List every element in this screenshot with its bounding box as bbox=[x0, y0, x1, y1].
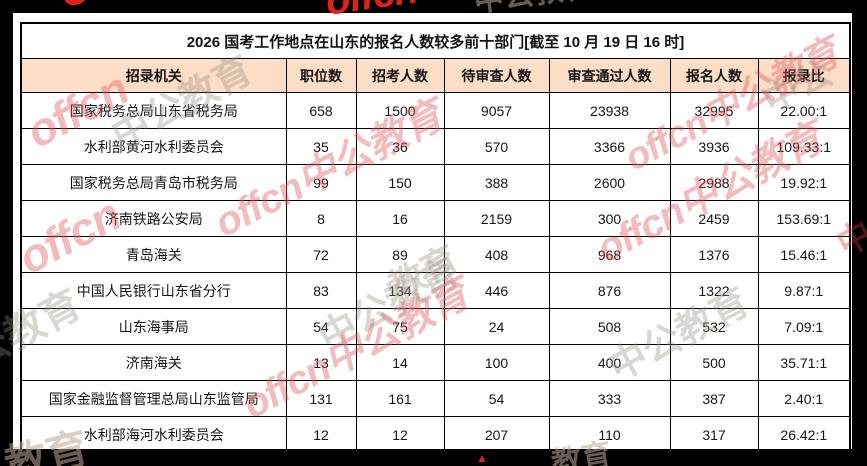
cell-value: 54 bbox=[285, 308, 357, 345]
cell-value: 100 bbox=[443, 344, 550, 381]
cell-value: 333 bbox=[548, 380, 671, 417]
cell-value: 13 bbox=[285, 344, 357, 381]
cell-value: 300 bbox=[548, 200, 671, 237]
cell-org: 中国人民银行山东省分行 bbox=[20, 272, 287, 309]
cell-value: 32995 bbox=[669, 92, 759, 129]
column-header-6: 报录比 bbox=[757, 58, 851, 93]
cell-org: 山东海事局 bbox=[20, 308, 287, 345]
table-row: 济南海关 13 14 100 400 500 35.71:1 bbox=[20, 344, 851, 381]
cell-value: 8 bbox=[285, 200, 357, 237]
cell-value: 9057 bbox=[443, 92, 550, 129]
cell-org: 济南海关 bbox=[20, 344, 287, 381]
cell-value: 12 bbox=[285, 416, 357, 454]
cell-value: 968 bbox=[548, 236, 671, 273]
table-title-row: 2026 国考工作地点在山东的报名人数较多前十部门[截至 10 月 19 日 1… bbox=[20, 22, 851, 59]
cell-value: 876 bbox=[548, 272, 671, 309]
cell-value: 3366 bbox=[548, 128, 671, 165]
cell-org: 水利部黄河水利委员会 bbox=[20, 128, 287, 165]
cell-org: 青岛海关 bbox=[20, 236, 287, 273]
table-row: 国家税务总局青岛市税务局 99 150 388 2600 2988 19.92:1 bbox=[20, 164, 851, 201]
cell-value: 7.09:1 bbox=[757, 308, 851, 345]
cell-value: 400 bbox=[548, 344, 671, 381]
table-row: 国家税务总局山东省税务局 658 1500 9057 23938 32995 22.00:1 bbox=[20, 92, 851, 129]
column-header-1: 职位数 bbox=[285, 58, 357, 93]
cell-value: 83 bbox=[285, 272, 357, 309]
cell-value: 500 bbox=[669, 344, 759, 381]
cell-org: 国家税务总局山东省税务局 bbox=[20, 92, 287, 129]
cell-value: 387 bbox=[669, 380, 759, 417]
table-row: 中国人民银行山东省分行 83 134 446 876 1322 9.87:1 bbox=[20, 272, 851, 309]
cell-value: 23938 bbox=[548, 92, 671, 129]
cell-value: 2600 bbox=[548, 164, 671, 201]
cell-value: 161 bbox=[355, 380, 445, 417]
cell-value: 110 bbox=[548, 416, 671, 454]
cell-value: 35 bbox=[285, 128, 357, 165]
cell-value: 207 bbox=[443, 416, 550, 454]
cell-value: 35.71:1 bbox=[757, 344, 851, 381]
cell-value: 408 bbox=[443, 236, 550, 273]
table-title: 2026 国考工作地点在山东的报名人数较多前十部门[截至 10 月 19 日 1… bbox=[20, 22, 851, 59]
cell-value: 2988 bbox=[669, 164, 759, 201]
table-row: 山东海事局 54 75 24 508 532 7.09:1 bbox=[20, 308, 851, 345]
cell-value: 2459 bbox=[669, 200, 759, 237]
cell-value: 12 bbox=[355, 416, 445, 454]
cell-org: 水利部海河水利委员会 bbox=[20, 416, 287, 454]
cell-value: 19.92:1 bbox=[757, 164, 851, 201]
table-row: 国家金融监督管理总局山东监管局 131 161 54 333 387 2.40:1 bbox=[20, 380, 851, 417]
cell-value: 446 bbox=[443, 272, 550, 309]
table-header-row: 招录机关 职位数 招考人数 待审查人数 审查通过人数 报名人数 报录比 bbox=[20, 58, 851, 93]
cell-value: 134 bbox=[355, 272, 445, 309]
cell-value: 2159 bbox=[443, 200, 550, 237]
cell-value: 26.42:1 bbox=[757, 416, 851, 454]
cell-value: 317 bbox=[669, 416, 759, 454]
column-header-3: 待审查人数 bbox=[443, 58, 550, 93]
cell-org: 济南铁路公安局 bbox=[20, 200, 287, 237]
cell-value: 1322 bbox=[669, 272, 759, 309]
cell-value: 1376 bbox=[669, 236, 759, 273]
table-row: 济南铁路公安局 8 16 2159 300 2459 153.69:1 bbox=[20, 200, 851, 237]
cell-value: 75 bbox=[355, 308, 445, 345]
table-row: 水利部海河水利委员会 12 12 207 110 317 26.42:1 bbox=[20, 416, 851, 454]
cell-value: 36 bbox=[355, 128, 445, 165]
cell-value: 131 bbox=[285, 380, 357, 417]
cell-value: 22.00:1 bbox=[757, 92, 851, 129]
cell-value: 508 bbox=[548, 308, 671, 345]
cell-value: 54 bbox=[443, 380, 550, 417]
cell-value: 24 bbox=[443, 308, 550, 345]
cell-value: 14 bbox=[355, 344, 445, 381]
column-header-4: 审查通过人数 bbox=[548, 58, 671, 93]
table-row: 水利部黄河水利委员会 35 36 570 3366 3936 109.33:1 bbox=[20, 128, 851, 165]
cell-value: 2.40:1 bbox=[757, 380, 851, 417]
cell-value: 532 bbox=[669, 308, 759, 345]
cell-value: 89 bbox=[355, 236, 445, 273]
cell-value: 3936 bbox=[669, 128, 759, 165]
rankings-table: 2026 国考工作地点在山东的报名人数较多前十部门[截至 10 月 19 日 1… bbox=[20, 22, 852, 454]
column-header-0: 招录机关 bbox=[20, 58, 287, 93]
column-header-5: 报名人数 bbox=[669, 58, 759, 93]
cell-value: 388 bbox=[443, 164, 550, 201]
cell-value: 9.87:1 bbox=[757, 272, 851, 309]
cell-value: 99 bbox=[285, 164, 357, 201]
cell-value: 1500 bbox=[355, 92, 445, 129]
cell-value: 15.46:1 bbox=[757, 236, 851, 273]
cell-value: 109.33:1 bbox=[757, 128, 851, 165]
table-row: 青岛海关 72 89 408 968 1376 15.46:1 bbox=[20, 236, 851, 273]
column-header-2: 招考人数 bbox=[355, 58, 445, 93]
cell-value: 72 bbox=[285, 236, 357, 273]
cell-value: 570 bbox=[443, 128, 550, 165]
cell-org: 国家税务总局青岛市税务局 bbox=[20, 164, 287, 201]
cell-org: 国家金融监督管理总局山东监管局 bbox=[20, 380, 287, 417]
cell-value: 658 bbox=[285, 92, 357, 129]
cell-value: 153.69:1 bbox=[757, 200, 851, 237]
cell-value: 150 bbox=[355, 164, 445, 201]
cell-value: 16 bbox=[355, 200, 445, 237]
